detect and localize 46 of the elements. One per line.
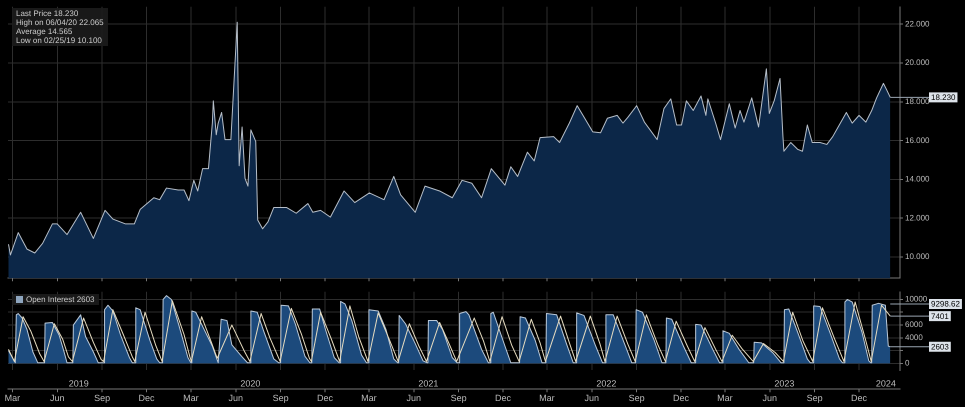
annotation: 7401: [931, 312, 950, 321]
x-tick-label: Sep: [450, 393, 467, 404]
x2-tick-label: 2021: [418, 378, 438, 388]
annotation: 2603: [931, 342, 950, 352]
y-tick-label: 22.000: [905, 19, 930, 28]
x2-tick-label: 2024: [876, 378, 896, 388]
x-tick-label: Jun: [50, 393, 65, 404]
y-tick-label: 18.000: [905, 96, 930, 106]
annotation: Average 14.565: [16, 26, 74, 36]
x-tick-label: Dec: [851, 393, 868, 404]
x2-tick-label: 2019: [68, 378, 89, 388]
y-tick-label: 6000: [905, 320, 924, 330]
y-tick-label: 16.000: [905, 136, 930, 145]
x-tick-label: Dec: [138, 393, 156, 404]
x2-tick-label: 2023: [774, 378, 794, 388]
annotation: 18.230: [931, 93, 956, 102]
x-tick-label: Mar: [717, 393, 733, 404]
x-tick-label: Mar: [183, 393, 199, 404]
annotation: Low on 02/25/19 10.100: [16, 36, 103, 45]
y-tick-label: 4000: [905, 333, 924, 342]
annotation: High on 06/04/20 22.065: [16, 18, 104, 27]
annotation: 9298.62: [931, 300, 960, 309]
y-tick-label: 10000: [905, 294, 928, 304]
x-tick-label: Dec: [673, 393, 690, 404]
x-tick-label: Jun: [584, 393, 600, 404]
x-tick-label: Sep: [272, 393, 289, 404]
x-tick-label: Sep: [94, 393, 110, 404]
y-tick-label: 20.000: [905, 58, 930, 68]
y-tick-label: 12.000: [905, 213, 930, 222]
x2-tick-label: 2022: [596, 378, 616, 388]
y-tick-label: 14.000: [905, 174, 930, 184]
x-tick-label: Jun: [228, 393, 244, 404]
annotation: Last Price 18.230: [16, 8, 80, 18]
x-tick-label: Jun: [406, 393, 422, 404]
x-tick-label: Sep: [806, 393, 823, 404]
y-tick-label: 0: [905, 358, 910, 368]
x-tick-label: Mar: [361, 393, 377, 404]
y-tick-label: 10.000: [905, 252, 930, 262]
x-tick-label: Jun: [762, 393, 778, 404]
x-tick-label: Mar: [4, 393, 20, 404]
x-tick-label: Dec: [495, 393, 512, 404]
series-label: Open Interest 2603: [25, 294, 94, 304]
x-tick-label: Mar: [539, 393, 555, 404]
x-tick-label: Sep: [628, 393, 645, 404]
x2-tick-label: 2020: [240, 378, 260, 388]
x-tick-label: Dec: [316, 393, 334, 404]
